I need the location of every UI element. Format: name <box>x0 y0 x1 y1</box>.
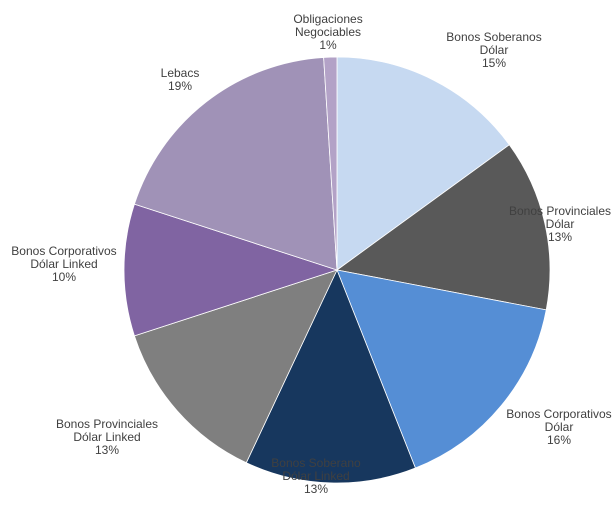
slice-name-label: Bonos Provinciales <box>509 204 611 218</box>
pie-slice <box>336 56 510 271</box>
slice-value-label: 13% <box>304 482 328 496</box>
slice-name-label: Dólar <box>545 420 574 434</box>
slice-name-label: Bonos Provinciales <box>56 417 158 431</box>
slice-label: Bonos Soberanos Dólar 15% <box>446 30 541 70</box>
pie-slice <box>133 56 338 271</box>
slice-name-label: Dólar Linked <box>282 469 349 483</box>
slice-label: Lebacs 19% <box>161 66 200 93</box>
pie-slice <box>323 56 338 271</box>
slice-label: Bonos Corporativos Dólar 16% <box>506 407 611 447</box>
pie-slice <box>336 144 551 311</box>
pie-slice <box>133 269 338 464</box>
pie-slice <box>336 269 547 469</box>
slice-name-label: Negociables <box>295 25 361 39</box>
slice-name-label: Dólar Linked <box>30 257 97 271</box>
pie-slice <box>123 203 339 337</box>
slice-name-label: Bonos Corporativos <box>506 407 611 421</box>
slice-label: Bonos Provinciales Dólar Linked 13% <box>56 417 158 457</box>
pie-labels: Bonos Soberanos Dólar 15%Bonos Provinciale… <box>11 12 611 496</box>
slice-name-label: Lebacs <box>161 66 200 80</box>
pie-slices <box>123 56 551 484</box>
slice-name-label: Obligaciones <box>293 12 362 26</box>
slice-value-label: 13% <box>548 230 572 244</box>
slice-name-label: Dólar <box>480 43 509 57</box>
slice-name-label: Dólar Linked <box>73 430 140 444</box>
slice-name-label: Bonos Corporativos <box>11 244 116 258</box>
slice-value-label: 15% <box>482 56 506 70</box>
slice-name-label: Bonos Soberanos <box>446 30 541 44</box>
pie-slice <box>245 268 416 484</box>
slice-value-label: 13% <box>95 443 119 457</box>
slice-label: Obligaciones Negociables 1% <box>293 12 362 52</box>
slice-value-label: 1% <box>319 38 337 52</box>
slice-label: Bonos Corporativos Dólar Linked 10% <box>11 244 116 284</box>
slice-value-label: 10% <box>52 270 76 284</box>
slice-label: Bonos Soberano Dólar Linked 13% <box>271 456 361 496</box>
slice-label: Bonos Provinciales Dólar 13% <box>509 204 611 244</box>
slice-value-label: 19% <box>168 79 192 93</box>
slice-name-label: Bonos Soberano <box>271 456 361 470</box>
slice-name-label: Dólar <box>546 217 575 231</box>
slice-value-label: 16% <box>547 433 571 447</box>
